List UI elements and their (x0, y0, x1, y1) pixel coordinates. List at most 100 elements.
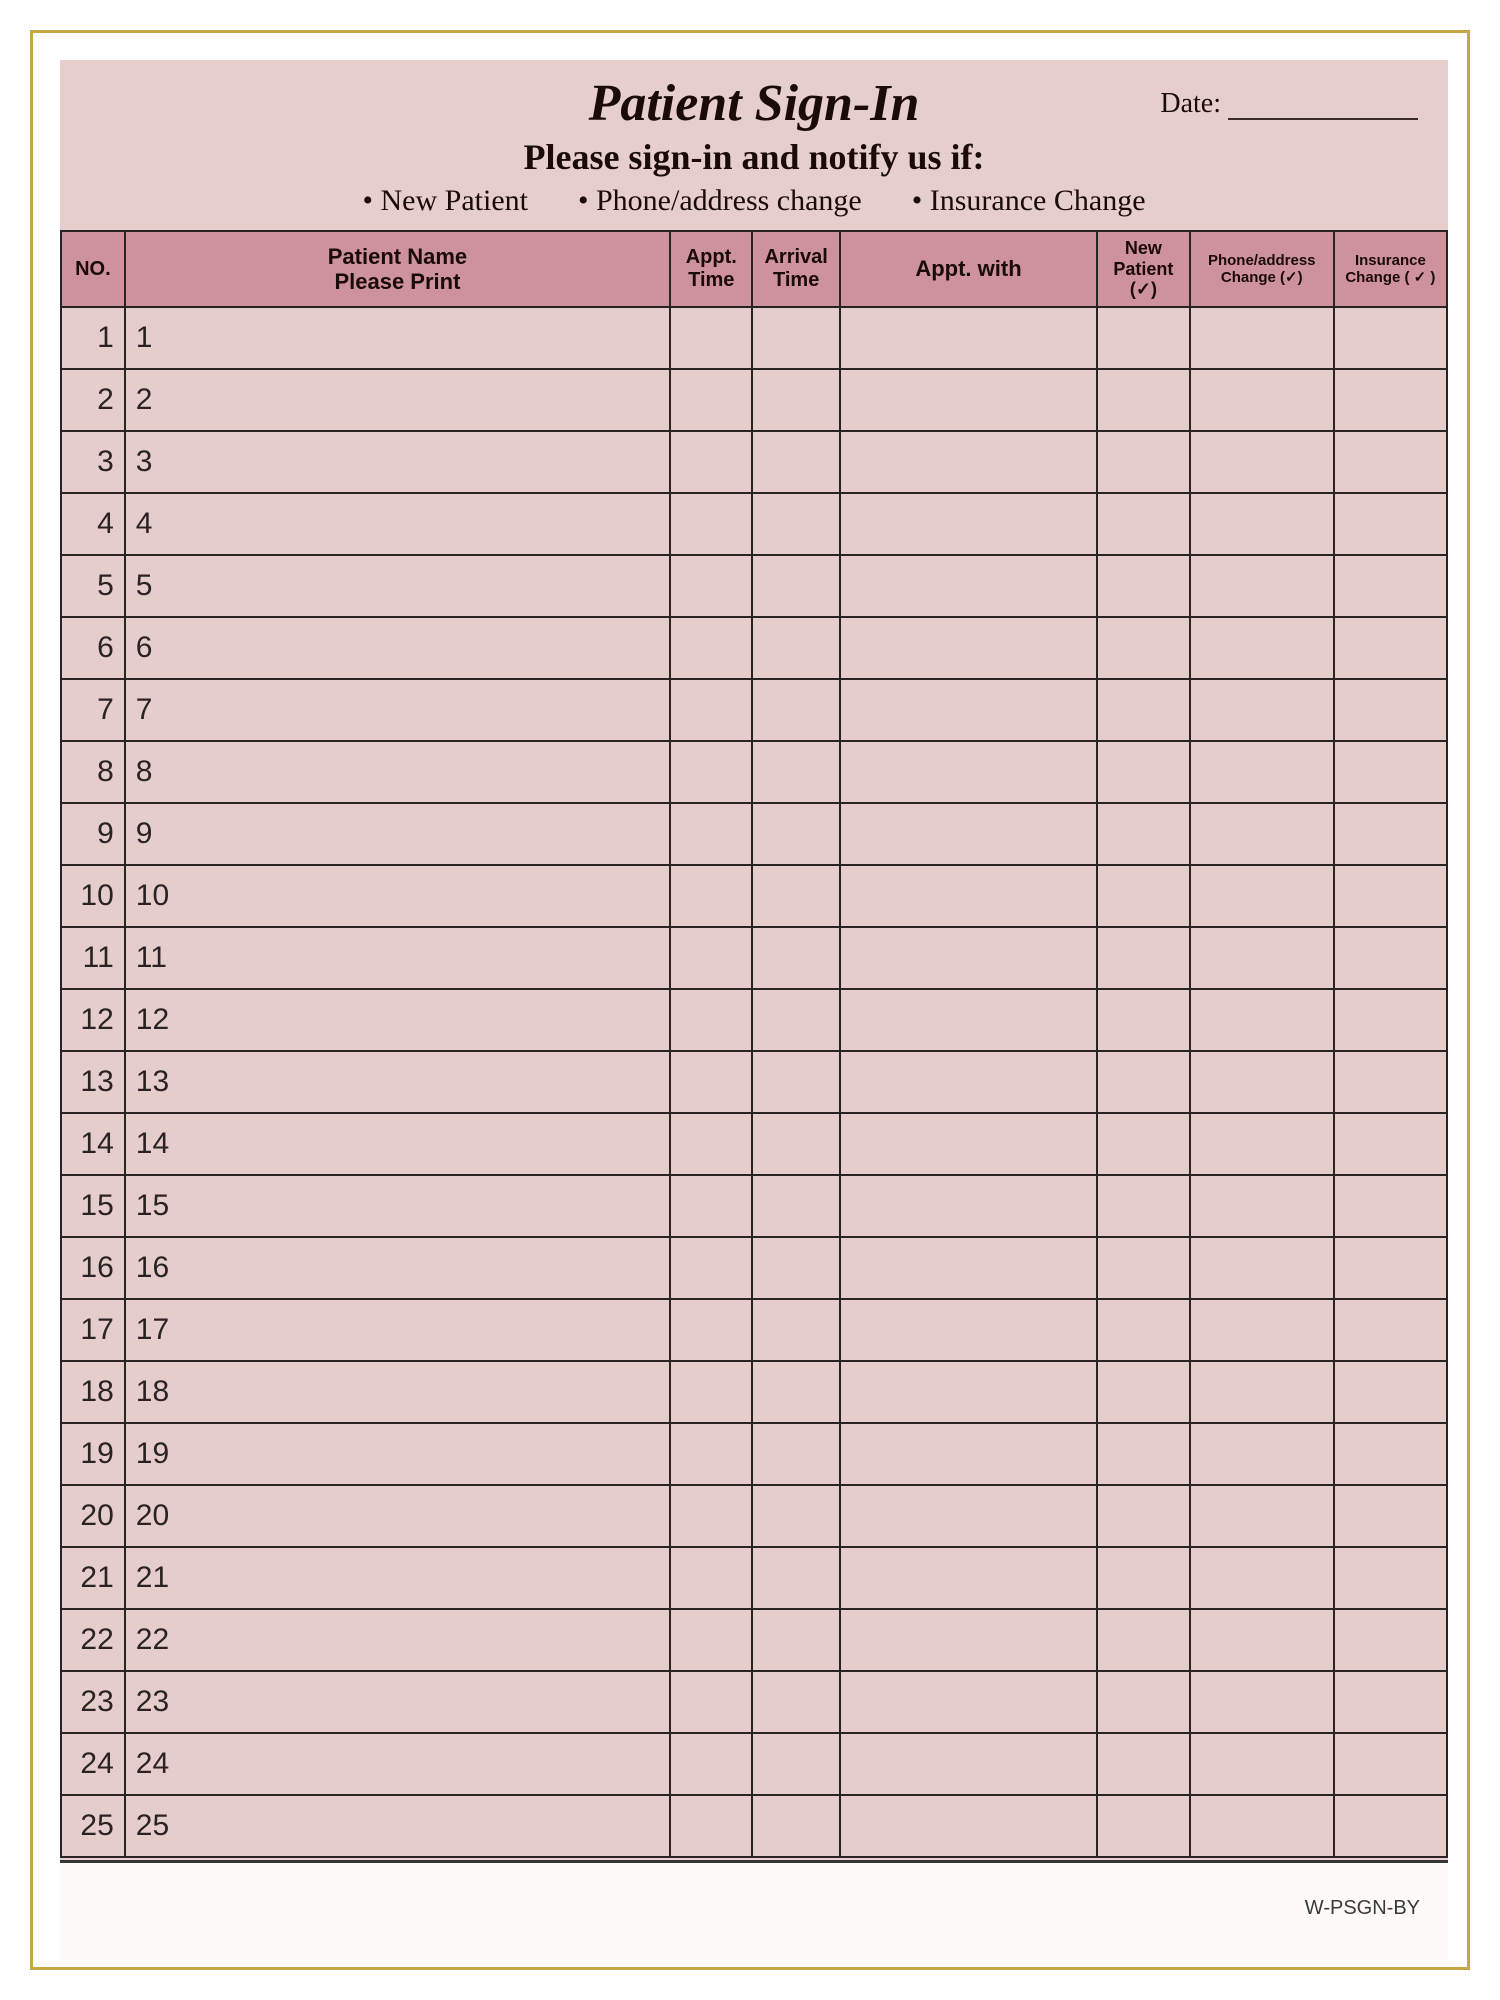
cell-arrival-time[interactable] (752, 1733, 839, 1795)
cell-arrival-time[interactable] (752, 1671, 839, 1733)
cell-patient-name[interactable]: 19 (125, 1423, 670, 1485)
cell-patient-name[interactable]: 24 (125, 1733, 670, 1795)
cell-appt-with[interactable] (840, 1113, 1097, 1175)
cell-insurance-change[interactable] (1334, 1671, 1447, 1733)
cell-insurance-change[interactable] (1334, 493, 1447, 555)
cell-new-patient[interactable] (1097, 865, 1190, 927)
cell-new-patient[interactable] (1097, 927, 1190, 989)
cell-new-patient[interactable] (1097, 369, 1190, 431)
cell-appt-with[interactable] (840, 1795, 1097, 1857)
cell-phone-change[interactable] (1190, 555, 1334, 617)
cell-arrival-time[interactable] (752, 803, 839, 865)
cell-arrival-time[interactable] (752, 431, 839, 493)
cell-new-patient[interactable] (1097, 741, 1190, 803)
cell-arrival-time[interactable] (752, 1299, 839, 1361)
cell-phone-change[interactable] (1190, 927, 1334, 989)
cell-patient-name[interactable]: 25 (125, 1795, 670, 1857)
cell-phone-change[interactable] (1190, 865, 1334, 927)
cell-insurance-change[interactable] (1334, 1547, 1447, 1609)
cell-insurance-change[interactable] (1334, 741, 1447, 803)
cell-appt-time[interactable] (670, 1795, 752, 1857)
cell-insurance-change[interactable] (1334, 431, 1447, 493)
cell-insurance-change[interactable] (1334, 1795, 1447, 1857)
cell-appt-time[interactable] (670, 1671, 752, 1733)
cell-arrival-time[interactable] (752, 1175, 839, 1237)
cell-insurance-change[interactable] (1334, 1609, 1447, 1671)
cell-insurance-change[interactable] (1334, 1733, 1447, 1795)
cell-insurance-change[interactable] (1334, 555, 1447, 617)
cell-phone-change[interactable] (1190, 307, 1334, 369)
cell-insurance-change[interactable] (1334, 1175, 1447, 1237)
cell-appt-time[interactable] (670, 1485, 752, 1547)
cell-arrival-time[interactable] (752, 1113, 839, 1175)
cell-appt-with[interactable] (840, 369, 1097, 431)
cell-patient-name[interactable]: 6 (125, 617, 670, 679)
cell-insurance-change[interactable] (1334, 1423, 1447, 1485)
cell-appt-time[interactable] (670, 1361, 752, 1423)
cell-appt-time[interactable] (670, 555, 752, 617)
cell-new-patient[interactable] (1097, 1051, 1190, 1113)
cell-new-patient[interactable] (1097, 431, 1190, 493)
cell-insurance-change[interactable] (1334, 803, 1447, 865)
cell-insurance-change[interactable] (1334, 1051, 1447, 1113)
cell-arrival-time[interactable] (752, 1361, 839, 1423)
cell-new-patient[interactable] (1097, 1795, 1190, 1857)
cell-new-patient[interactable] (1097, 1175, 1190, 1237)
cell-new-patient[interactable] (1097, 307, 1190, 369)
cell-arrival-time[interactable] (752, 1795, 839, 1857)
cell-insurance-change[interactable] (1334, 1237, 1447, 1299)
cell-appt-time[interactable] (670, 1547, 752, 1609)
cell-appt-with[interactable] (840, 989, 1097, 1051)
cell-appt-with[interactable] (840, 431, 1097, 493)
cell-appt-with[interactable] (840, 1175, 1097, 1237)
cell-patient-name[interactable]: 23 (125, 1671, 670, 1733)
cell-appt-with[interactable] (840, 741, 1097, 803)
cell-insurance-change[interactable] (1334, 989, 1447, 1051)
cell-arrival-time[interactable] (752, 369, 839, 431)
cell-new-patient[interactable] (1097, 1609, 1190, 1671)
cell-appt-time[interactable] (670, 679, 752, 741)
cell-patient-name[interactable]: 13 (125, 1051, 670, 1113)
cell-patient-name[interactable]: 22 (125, 1609, 670, 1671)
cell-new-patient[interactable] (1097, 1423, 1190, 1485)
cell-arrival-time[interactable] (752, 865, 839, 927)
cell-new-patient[interactable] (1097, 617, 1190, 679)
cell-patient-name[interactable]: 15 (125, 1175, 670, 1237)
cell-insurance-change[interactable] (1334, 1299, 1447, 1361)
cell-arrival-time[interactable] (752, 741, 839, 803)
cell-new-patient[interactable] (1097, 679, 1190, 741)
cell-appt-with[interactable] (840, 1733, 1097, 1795)
cell-patient-name[interactable]: 7 (125, 679, 670, 741)
cell-arrival-time[interactable] (752, 679, 839, 741)
cell-arrival-time[interactable] (752, 307, 839, 369)
cell-appt-with[interactable] (840, 1299, 1097, 1361)
cell-appt-with[interactable] (840, 1485, 1097, 1547)
cell-appt-time[interactable] (670, 1051, 752, 1113)
cell-patient-name[interactable]: 5 (125, 555, 670, 617)
cell-appt-with[interactable] (840, 1609, 1097, 1671)
cell-phone-change[interactable] (1190, 1795, 1334, 1857)
cell-appt-time[interactable] (670, 1299, 752, 1361)
cell-phone-change[interactable] (1190, 1609, 1334, 1671)
cell-insurance-change[interactable] (1334, 307, 1447, 369)
cell-insurance-change[interactable] (1334, 617, 1447, 679)
cell-arrival-time[interactable] (752, 493, 839, 555)
cell-appt-with[interactable] (840, 1051, 1097, 1113)
cell-phone-change[interactable] (1190, 1051, 1334, 1113)
cell-appt-with[interactable] (840, 803, 1097, 865)
cell-patient-name[interactable]: 20 (125, 1485, 670, 1547)
cell-patient-name[interactable]: 18 (125, 1361, 670, 1423)
cell-appt-time[interactable] (670, 369, 752, 431)
cell-appt-time[interactable] (670, 865, 752, 927)
cell-patient-name[interactable]: 9 (125, 803, 670, 865)
cell-arrival-time[interactable] (752, 617, 839, 679)
cell-new-patient[interactable] (1097, 1299, 1190, 1361)
cell-appt-with[interactable] (840, 555, 1097, 617)
cell-arrival-time[interactable] (752, 927, 839, 989)
cell-new-patient[interactable] (1097, 803, 1190, 865)
cell-patient-name[interactable]: 16 (125, 1237, 670, 1299)
cell-new-patient[interactable] (1097, 1547, 1190, 1609)
cell-new-patient[interactable] (1097, 989, 1190, 1051)
cell-patient-name[interactable]: 21 (125, 1547, 670, 1609)
cell-new-patient[interactable] (1097, 1361, 1190, 1423)
